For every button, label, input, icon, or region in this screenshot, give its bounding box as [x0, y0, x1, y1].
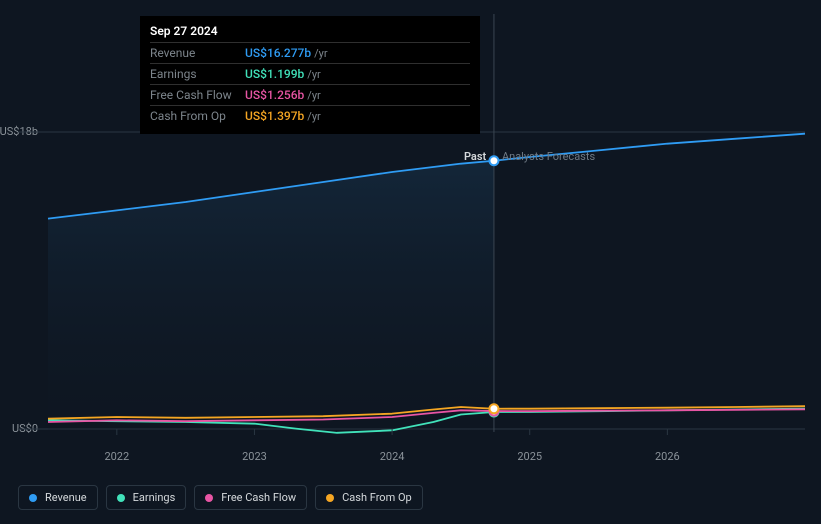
legend-label: Free Cash Flow: [221, 491, 296, 504]
forecast-label: Analysts Forecasts: [502, 150, 595, 163]
tooltip-row: RevenueUS$16.277b/yr: [150, 43, 470, 64]
x-axis: 2022 2023 2024 2025 2026: [48, 450, 805, 470]
tooltip-row: EarningsUS$1.199b/yr: [150, 64, 470, 85]
tooltip-metric-value: US$1.256b: [245, 88, 304, 102]
tooltip-date: Sep 27 2024: [150, 24, 470, 43]
tooltip-metric-label: Earnings: [150, 67, 245, 81]
legend-label: Earnings: [133, 491, 176, 504]
legend-item[interactable]: Revenue: [18, 485, 98, 510]
tooltip-row: Cash From OpUS$1.397b/yr: [150, 106, 470, 126]
legend-dot-icon: [29, 494, 37, 502]
tooltip-rows: RevenueUS$16.277b/yrEarningsUS$1.199b/yr…: [150, 43, 470, 126]
tooltip-row: Free Cash FlowUS$1.256b/yr: [150, 85, 470, 106]
legend-dot-icon: [326, 494, 334, 502]
legend-item[interactable]: Cash From Op: [315, 485, 423, 510]
x-axis-tick: 2026: [655, 450, 680, 463]
legend-item[interactable]: Earnings: [106, 485, 187, 510]
x-axis-tick: 2025: [517, 450, 542, 463]
tooltip-metric-value: US$16.277b: [245, 46, 311, 60]
past-label: Past: [464, 150, 486, 163]
x-axis-tick: 2024: [380, 450, 405, 463]
legend-dot-icon: [205, 494, 213, 502]
legend-label: Revenue: [45, 491, 87, 504]
tooltip-metric-value: US$1.199b: [245, 67, 304, 81]
tooltip-unit: /yr: [314, 47, 327, 60]
x-axis-tick: 2023: [242, 450, 267, 463]
tooltip-unit: /yr: [307, 89, 320, 102]
x-axis-tick: 2022: [104, 450, 129, 463]
legend-dot-icon: [117, 494, 125, 502]
line-chart[interactable]: US$18b US$0 Past Analysts Forecasts: [18, 125, 805, 445]
legend-item[interactable]: Free Cash Flow: [194, 485, 307, 510]
tooltip-metric-label: Free Cash Flow: [150, 88, 245, 102]
tooltip-metric-value: US$1.397b: [245, 109, 304, 123]
plot-area[interactable]: Past Analysts Forecasts: [48, 132, 805, 432]
tooltip-unit: /yr: [307, 110, 320, 123]
tooltip-unit: /yr: [307, 68, 320, 81]
legend-label: Cash From Op: [342, 491, 412, 504]
legend: Revenue Earnings Free Cash Flow Cash From O…: [18, 485, 423, 510]
tooltip-metric-label: Revenue: [150, 46, 245, 60]
hover-tooltip: Sep 27 2024 RevenueUS$16.277b/yrEarnings…: [140, 16, 480, 134]
tooltip-metric-label: Cash From Op: [150, 109, 245, 123]
